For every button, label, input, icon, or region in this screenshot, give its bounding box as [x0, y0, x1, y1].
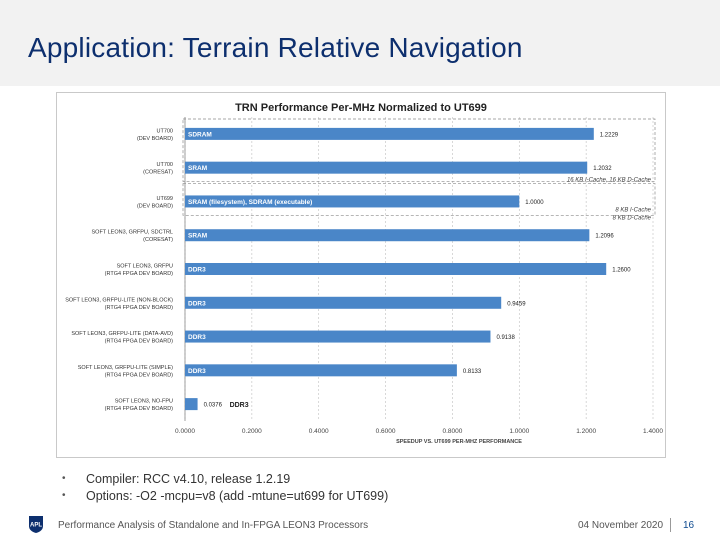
bullet-text: Compiler: RCC v4.10, release 1.2.19	[86, 471, 291, 486]
memory-label: DDR3	[188, 300, 206, 307]
bullet-marker: •	[62, 473, 66, 484]
category-sublabel: (CORESAT)	[143, 170, 173, 176]
category-sublabel: (RTG4 FPGA DEV BOARD)	[105, 271, 174, 277]
bar	[185, 161, 588, 174]
bar	[185, 364, 457, 377]
bar-chart: TRN Performance Per-MHz Normalized to UT…	[65, 102, 663, 445]
value-label: 1.0000	[525, 200, 544, 206]
group-box	[182, 118, 656, 182]
category-label: SOFT LEON3, GRFPU-LITE (SIMPLE)	[78, 365, 173, 371]
x-tick-label: 1.2000	[576, 428, 596, 435]
group-box	[182, 183, 656, 216]
category-sublabel: (RTG4 FPGA DEV BOARD)	[105, 406, 174, 412]
footer-date: 04 November 2020	[578, 520, 664, 531]
chart-title: TRN Performance Per-MHz Normalized to UT…	[235, 102, 487, 114]
bar	[185, 229, 590, 242]
cache-annotation: 8 KB D-Cache	[613, 215, 652, 221]
bullet-list: • Compiler: RCC v4.10, release 1.2.19 • …	[62, 470, 388, 504]
memory-label: DDR3	[230, 402, 249, 409]
category-sublabel: (RTG4 FPGA DEV BOARD)	[105, 339, 174, 345]
value-label: 1.2229	[600, 132, 619, 138]
value-label: 1.2600	[612, 268, 631, 274]
bar	[185, 330, 491, 343]
apl-logo-text: APL	[30, 523, 42, 529]
memory-label: SRAM (filesystem), SDRAM (executable)	[188, 199, 312, 206]
category-label: SOFT LEON3, GRFPU	[117, 264, 173, 270]
x-tick-label: 1.4000	[643, 428, 663, 435]
cache-annotation: 16 KB I-Cache, 16 KB D-Cache	[567, 178, 652, 184]
page-number: 16	[683, 520, 695, 531]
value-label: 1.2032	[593, 166, 612, 172]
x-axis-label: SPEEDUP VS. UT699 PER-MHZ PERFORMANCE	[396, 439, 522, 445]
category-sublabel: (DEV BOARD)	[137, 203, 173, 209]
bullet-item: • Compiler: RCC v4.10, release 1.2.19	[62, 470, 388, 487]
bar	[185, 195, 520, 208]
slide-title: Application: Terrain Relative Navigation	[28, 32, 523, 63]
category-label: UT700	[156, 162, 173, 168]
x-tick-label: 0.4000	[309, 428, 329, 435]
bar	[185, 263, 607, 275]
footer-separator	[670, 518, 671, 532]
value-label: 0.9459	[507, 301, 526, 307]
memory-label: DDR3	[188, 334, 206, 341]
category-sublabel: (RTG4 FPGA DEV BOARD)	[105, 372, 174, 378]
category-label: SOFT LEON3, NO-FPU	[115, 399, 173, 405]
category-label: UT700	[156, 128, 173, 134]
memory-label: SRAM	[188, 165, 207, 172]
category-label: UT699	[156, 196, 173, 202]
category-sublabel: (DEV BOARD)	[137, 136, 173, 142]
bullet-text: Options: -O2 -mcpu=v8 (add -mtune=ut699 …	[86, 488, 389, 503]
value-label: 1.2096	[595, 234, 614, 240]
category-sublabel: (CORESAT)	[143, 237, 173, 243]
x-tick-label: 0.0000	[175, 428, 195, 435]
category-label: SOFT LEON3, GRFPU-LITE (DATA-AVD)	[71, 331, 173, 337]
bullet-item: • Options: -O2 -mcpu=v8 (add -mtune=ut69…	[62, 487, 388, 504]
category-sublabel: (RTG4 FPGA DEV BOARD)	[105, 305, 174, 311]
memory-label: DDR3	[188, 368, 206, 375]
x-tick-label: 0.6000	[376, 428, 396, 435]
x-tick-label: 0.2000	[242, 428, 262, 435]
memory-label: SRAM	[188, 233, 207, 240]
bullet-marker: •	[62, 490, 66, 501]
x-tick-label: 0.8000	[442, 428, 462, 435]
footer-title: Performance Analysis of Standalone and I…	[58, 520, 369, 531]
footer: APL Performance Analysis of Standalone a…	[0, 512, 720, 540]
bar	[185, 398, 198, 411]
category-label: SOFT LEON3, GRFPU, SDCTRL	[92, 230, 174, 236]
memory-label: SDRAM	[188, 131, 212, 138]
title-bar	[0, 0, 720, 86]
apl-logo-icon: APL	[29, 516, 43, 533]
value-label: 0.9138	[496, 335, 515, 341]
category-label: SOFT LEON3, GRFPU-LITE (NON-BLOCK)	[65, 297, 173, 303]
bar	[185, 127, 594, 140]
bar	[185, 296, 502, 309]
value-label: 0.8133	[463, 369, 482, 375]
x-tick-label: 1.0000	[509, 428, 529, 435]
cache-annotation: 8 KB I-Cache	[615, 207, 651, 213]
memory-label: DDR3	[188, 267, 206, 274]
chart-frame: TRN Performance Per-MHz Normalized to UT…	[56, 92, 666, 458]
value-label: 0.0376	[204, 403, 223, 409]
